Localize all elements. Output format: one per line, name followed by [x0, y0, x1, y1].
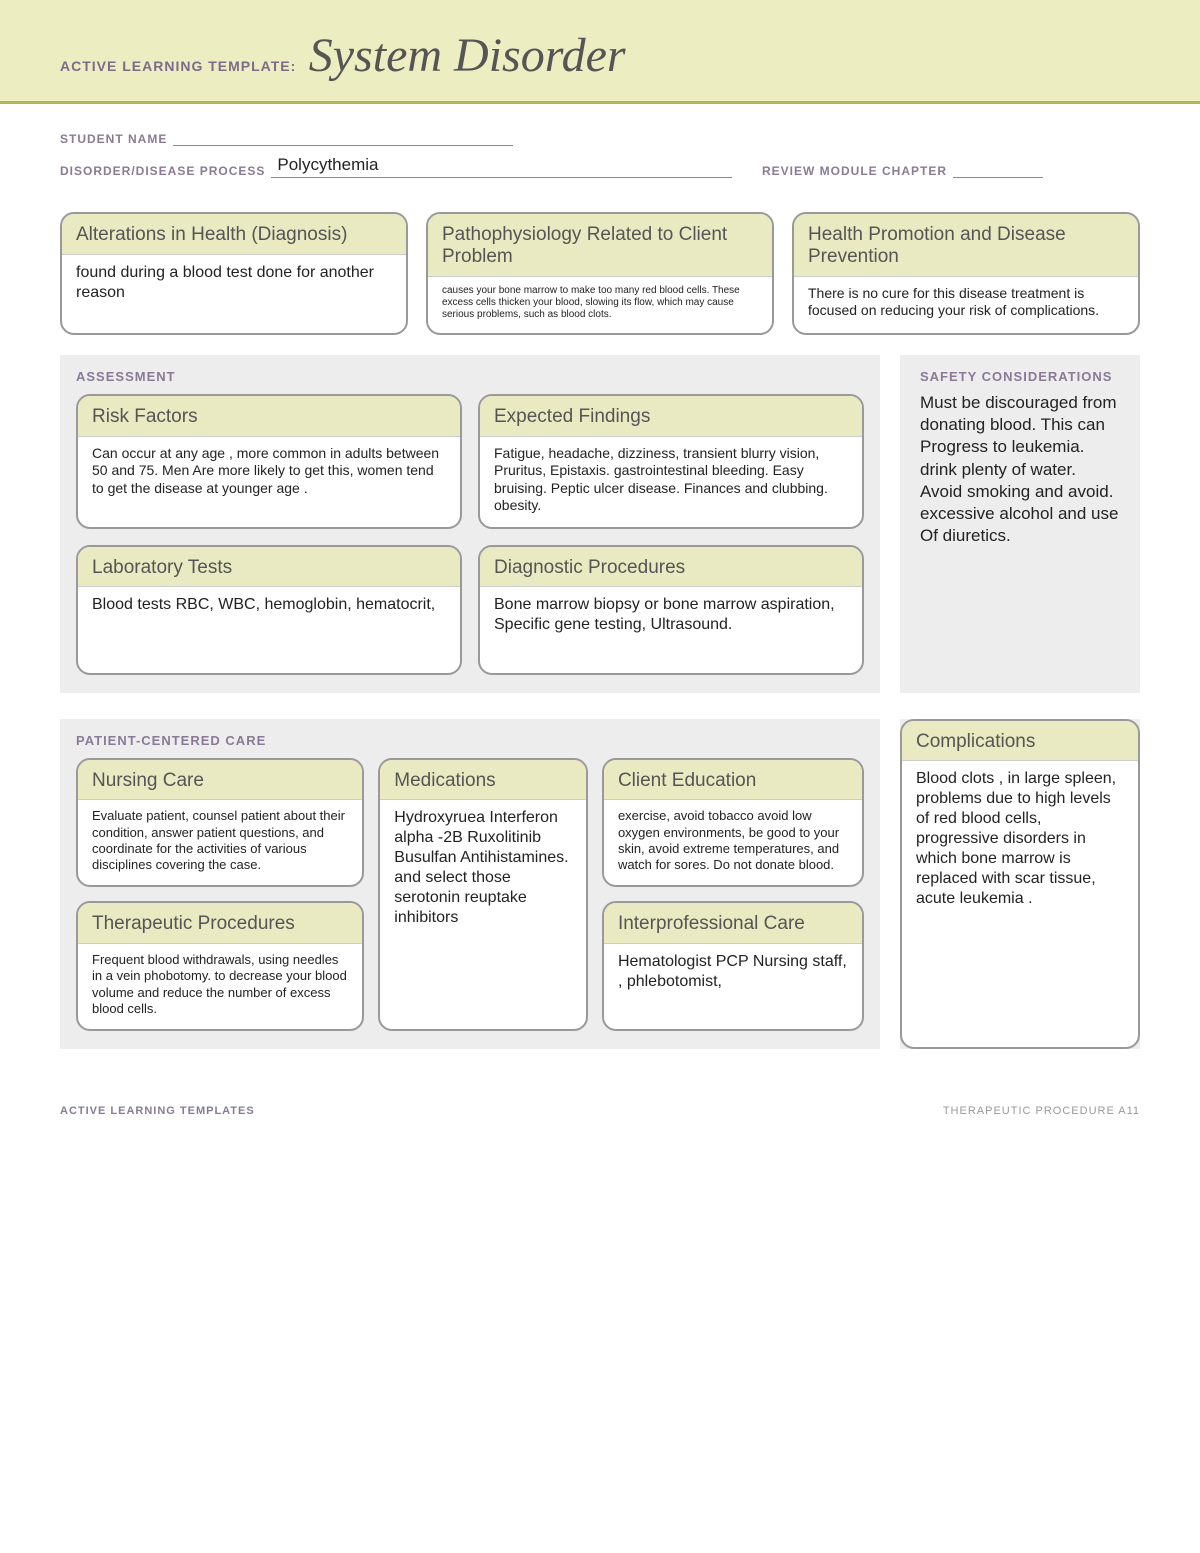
safety-body: Must be discouraged from donating blood.…: [916, 392, 1124, 547]
review-label: REVIEW MODULE CHAPTER: [762, 164, 947, 178]
interprof-card: Interprofessional Care Hematologist PCP …: [602, 901, 864, 1031]
risk-factors-body: Can occur at any age , more common in ad…: [78, 437, 460, 510]
disorder-value: Polycythemia: [277, 155, 378, 175]
footer-left: ACTIVE LEARNING TEMPLATES: [60, 1105, 255, 1117]
disorder-line[interactable]: Polycythemia: [271, 160, 732, 178]
review-line[interactable]: [953, 160, 1043, 178]
student-name-row: STUDENT NAME: [60, 128, 1140, 146]
pcc-block: PATIENT-CENTERED CARE Nursing Care Evalu…: [60, 719, 880, 1050]
labs-body: Blood tests RBC, WBC, hemoglobin, hemato…: [78, 587, 460, 627]
safety-title: SAFETY CONSIDERATIONS: [920, 369, 1124, 385]
complications-block: Complications Blood clots , in large spl…: [900, 719, 1140, 1050]
therapeutic-card: Therapeutic Procedures Frequent blood wi…: [76, 901, 364, 1031]
pcc-row: PATIENT-CENTERED CARE Nursing Care Evalu…: [60, 719, 1140, 1076]
risk-factors-card: Risk Factors Can occur at any age , more…: [76, 394, 462, 529]
page: ACTIVE LEARNING TEMPLATE: System Disorde…: [0, 0, 1200, 1177]
student-name-line[interactable]: [173, 128, 513, 146]
disorder-row: DISORDER/DISEASE PROCESS Polycythemia RE…: [60, 160, 1140, 178]
health-promo-card: Health Promotion and Disease Prevention …: [792, 212, 1140, 335]
safety-block: SAFETY CONSIDERATIONS Must be discourage…: [900, 355, 1140, 693]
interprof-body: Hematologist PCP Nursing staff, , phlebo…: [604, 944, 862, 1004]
nursing-body: Evaluate patient, counsel patient about …: [78, 800, 362, 885]
medications-card: Medications Hydroxyruea Interferon alpha…: [378, 758, 588, 1032]
expected-title: Expected Findings: [480, 396, 862, 437]
client-ed-body: exercise, avoid tobacco avoid low oxygen…: [604, 800, 862, 885]
disorder-label: DISORDER/DISEASE PROCESS: [60, 164, 265, 178]
footer-right: THERAPEUTIC PROCEDURE A11: [943, 1105, 1140, 1117]
complications-body: Blood clots , in large spleen, problems …: [902, 761, 1138, 921]
assessment-block: ASSESSMENT Risk Factors Can occur at any…: [60, 355, 880, 693]
interprof-title: Interprofessional Care: [604, 903, 862, 944]
footer: ACTIVE LEARNING TEMPLATES THERAPEUTIC PR…: [0, 1075, 1200, 1137]
expected-card: Expected Findings Fatigue, headache, diz…: [478, 394, 864, 529]
top-row: Alterations in Health (Diagnosis) found …: [60, 212, 1140, 335]
patho-body: causes your bone marrow to make too many…: [428, 277, 772, 333]
complications-title: Complications: [902, 721, 1138, 762]
banner-title: System Disorder: [309, 28, 626, 83]
banner: ACTIVE LEARNING TEMPLATE: System Disorde…: [0, 0, 1200, 104]
diag-card: Diagnostic Procedures Bone marrow biopsy…: [478, 545, 864, 675]
alterations-body: found during a blood test done for anoth…: [62, 255, 406, 315]
pcc-title: PATIENT-CENTERED CARE: [76, 733, 864, 748]
risk-factors-title: Risk Factors: [78, 396, 460, 437]
complications-card: Complications Blood clots , in large spl…: [900, 719, 1140, 1050]
alterations-title: Alterations in Health (Diagnosis): [62, 214, 406, 255]
medications-body: Hydroxyruea Interferon alpha -2B Ruxolit…: [380, 800, 586, 940]
therapeutic-title: Therapeutic Procedures: [78, 903, 362, 944]
assessment-row: ASSESSMENT Risk Factors Can occur at any…: [60, 355, 1140, 719]
patho-title: Pathophysiology Related to Client Proble…: [428, 214, 772, 277]
assessment-title: ASSESSMENT: [76, 369, 864, 384]
nursing-card: Nursing Care Evaluate patient, counsel p…: [76, 758, 364, 888]
medications-title: Medications: [380, 760, 586, 801]
banner-prefix: ACTIVE LEARNING TEMPLATE:: [60, 58, 296, 74]
health-promo-body: There is no cure for this disease treatm…: [794, 277, 1138, 332]
health-promo-title: Health Promotion and Disease Prevention: [794, 214, 1138, 277]
diag-body: Bone marrow biopsy or bone marrow aspira…: [480, 587, 862, 647]
therapeutic-body: Frequent blood withdrawals, using needle…: [78, 944, 362, 1029]
labs-card: Laboratory Tests Blood tests RBC, WBC, h…: [76, 545, 462, 675]
expected-body: Fatigue, headache, dizziness, transient …: [480, 437, 862, 527]
alterations-card: Alterations in Health (Diagnosis) found …: [60, 212, 408, 335]
client-ed-card: Client Education exercise, avoid tobacco…: [602, 758, 864, 888]
student-name-label: STUDENT NAME: [60, 132, 167, 146]
client-ed-title: Client Education: [604, 760, 862, 801]
content: Alterations in Health (Diagnosis) found …: [0, 202, 1200, 1075]
nursing-title: Nursing Care: [78, 760, 362, 801]
labs-title: Laboratory Tests: [78, 547, 460, 588]
diag-title: Diagnostic Procedures: [480, 547, 862, 588]
meta-section: STUDENT NAME DISORDER/DISEASE PROCESS Po…: [0, 104, 1200, 202]
patho-card: Pathophysiology Related to Client Proble…: [426, 212, 774, 335]
